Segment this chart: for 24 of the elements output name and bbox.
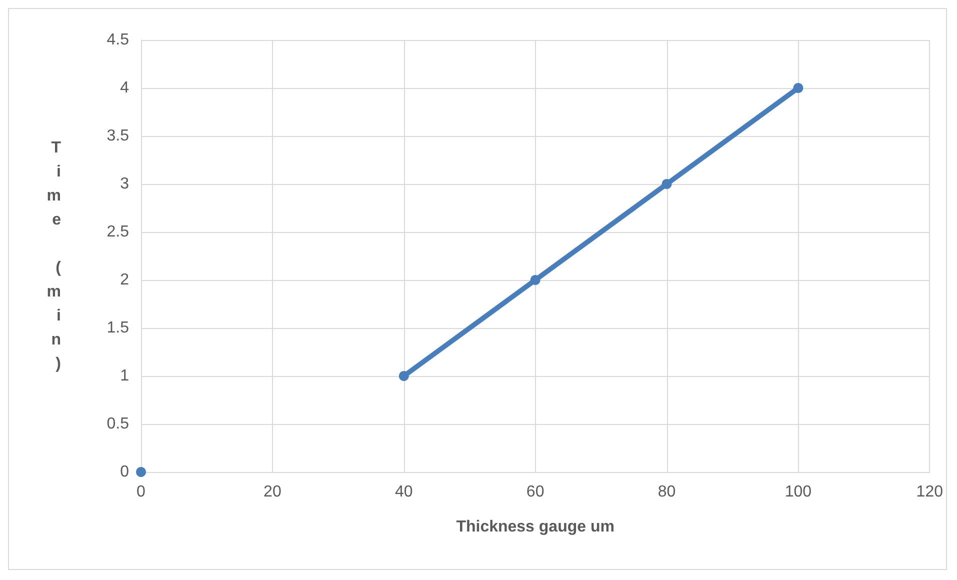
x-tick-label: 20 (264, 484, 282, 500)
point (662, 179, 672, 189)
y-tick-label: 2.5 (106, 224, 130, 240)
y-tick-label: 2 (120, 272, 130, 288)
x-tick-label: 40 (394, 484, 413, 500)
point (793, 83, 804, 93)
text: Time (min) (46, 140, 61, 372)
y-tick-label: 1 (120, 368, 130, 384)
x-tick-label: 100 (784, 484, 812, 500)
y-tick-label: 0 (120, 464, 130, 480)
y-tick-label: 4 (120, 80, 130, 96)
y-tick-label: 3.5 (106, 128, 130, 144)
y-tick-label: 4.5 (106, 32, 130, 48)
x-axis-title: Thickness gauge um (456, 518, 614, 536)
point (136, 467, 146, 477)
x-tick-label: 0 (136, 484, 146, 500)
point (530, 275, 540, 285)
y-tick-label: 1.5 (106, 320, 130, 336)
x-tick-label: 80 (658, 484, 676, 500)
x-tick-label: 60 (526, 484, 544, 500)
point (398, 371, 409, 381)
y-tick-label: 0.5 (106, 416, 130, 432)
x-tick-label: 120 (916, 484, 944, 500)
y-tick-label: 3 (120, 176, 130, 192)
